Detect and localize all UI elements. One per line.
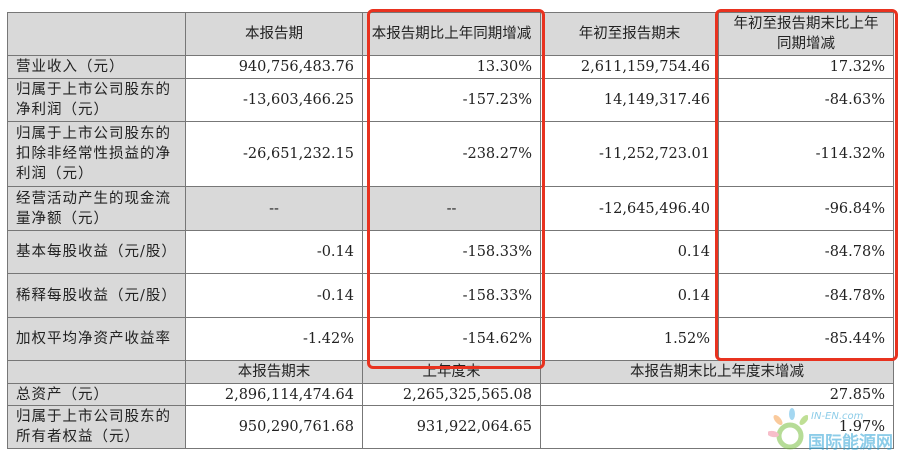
- cell: -114.32%: [718, 121, 894, 187]
- table-row: 归属于上市公司股东的净利润（元） -13,603,466.25 -157.23%…: [7, 78, 894, 122]
- cell: -154.62%: [362, 317, 541, 361]
- cell: -12,645,496.40: [540, 186, 719, 231]
- table-row: 总资产（元） 2,896,114,474.64 2,265,325,565.08…: [7, 383, 894, 406]
- cell: -13,603,466.25: [185, 78, 363, 122]
- cell: 1.97%: [540, 405, 894, 449]
- header-current-period-yoy: 本报告期比上年同期增减: [362, 12, 541, 56]
- cell: 2,265,325,565.08: [362, 383, 541, 406]
- table-row: 加权平均净资产收益率 -1.42% -154.62% 1.52% -85.44%: [7, 317, 894, 361]
- table-row: 稀释每股收益（元/股） -0.14 -158.33% 0.14 -84.78%: [7, 273, 894, 318]
- table-row: 归属于上市公司股东的所有者权益（元） 950,290,761.68 931,92…: [7, 405, 894, 449]
- row-label: 归属于上市公司股东的净利润（元）: [7, 78, 186, 122]
- cell: 2,896,114,474.64: [185, 383, 363, 406]
- cell: -11,252,723.01: [540, 121, 719, 187]
- cell: --: [185, 186, 363, 231]
- cell: -85.44%: [718, 317, 894, 361]
- header2-row: 本报告期末 上年度末 本报告期末比上年度末增减: [7, 360, 894, 384]
- cell: -158.33%: [362, 273, 541, 318]
- row-label: 稀释每股收益（元/股）: [7, 273, 186, 318]
- cell: 940,756,483.76: [185, 55, 363, 79]
- row-label: 加权平均净资产收益率: [7, 317, 186, 361]
- cell: --: [362, 186, 541, 231]
- row-label: 基本每股收益（元/股）: [7, 230, 186, 274]
- cell: 950,290,761.68: [185, 405, 363, 449]
- header-ytd-yoy: 年初至报告期末比上年同期增减: [718, 12, 894, 56]
- header2-blank: [7, 360, 186, 384]
- header-current-period: 本报告期: [185, 12, 363, 56]
- table-row: 经营活动产生的现金流量净额（元） -- -- -12,645,496.40 -9…: [7, 186, 894, 231]
- sun-leaf-icon: [767, 408, 809, 450]
- cell: -157.23%: [362, 78, 541, 122]
- cell: -0.14: [185, 230, 363, 274]
- cell: 17.32%: [718, 55, 894, 79]
- row-label: 经营活动产生的现金流量净额（元）: [7, 186, 186, 231]
- row-label: 营业收入（元）: [7, 55, 186, 79]
- header2-prior-year-end: 上年度末: [362, 360, 541, 384]
- cell: -84.63%: [718, 78, 894, 122]
- cell: -84.78%: [718, 230, 894, 274]
- table-row: 基本每股收益（元/股） -0.14 -158.33% 0.14 -84.78%: [7, 230, 894, 274]
- header2-period-end: 本报告期末: [185, 360, 363, 384]
- cell: -26,651,232.15: [185, 121, 363, 187]
- header2-change: 本报告期末比上年度末增减: [540, 360, 894, 384]
- table-row: 归属于上市公司股东的扣除非经常性损益的净利润（元） -26,651,232.15…: [7, 121, 894, 187]
- cell: -96.84%: [718, 186, 894, 231]
- cell: 27.85%: [540, 383, 894, 406]
- cell: 13.30%: [362, 55, 541, 79]
- financial-table: 本报告期 本报告期比上年同期增减 年初至报告期末 年初至报告期末比上年同期增减 …: [7, 12, 894, 449]
- cell: 14,149,317.46: [540, 78, 719, 122]
- cell: 1.52%: [540, 317, 719, 361]
- cell: -238.27%: [362, 121, 541, 187]
- cell: -158.33%: [362, 230, 541, 274]
- cell: -84.78%: [718, 273, 894, 318]
- watermark-text: 国际能源网: [808, 433, 893, 453]
- watermark-sub: IN-EN.com: [811, 411, 864, 422]
- row-label: 总资产（元）: [7, 383, 186, 406]
- row-label: 归属于上市公司股东的扣除非经常性损益的净利润（元）: [7, 121, 186, 187]
- cell: 2,611,159,754.46: [540, 55, 719, 79]
- cell: -1.42%: [185, 317, 363, 361]
- row-label: 归属于上市公司股东的所有者权益（元）: [7, 405, 186, 449]
- header-blank: [7, 12, 186, 56]
- cell: 0.14: [540, 230, 719, 274]
- header-ytd: 年初至报告期末: [540, 12, 719, 56]
- cell: 931,922,064.65: [362, 405, 541, 449]
- watermark-logo: IN-EN.com 国际能源网: [767, 408, 908, 457]
- cell: -0.14: [185, 273, 363, 318]
- header-row: 本报告期 本报告期比上年同期增减 年初至报告期末 年初至报告期末比上年同期增减: [7, 12, 894, 56]
- cell: 0.14: [540, 273, 719, 318]
- table-row: 营业收入（元） 940,756,483.76 13.30% 2,611,159,…: [7, 55, 894, 79]
